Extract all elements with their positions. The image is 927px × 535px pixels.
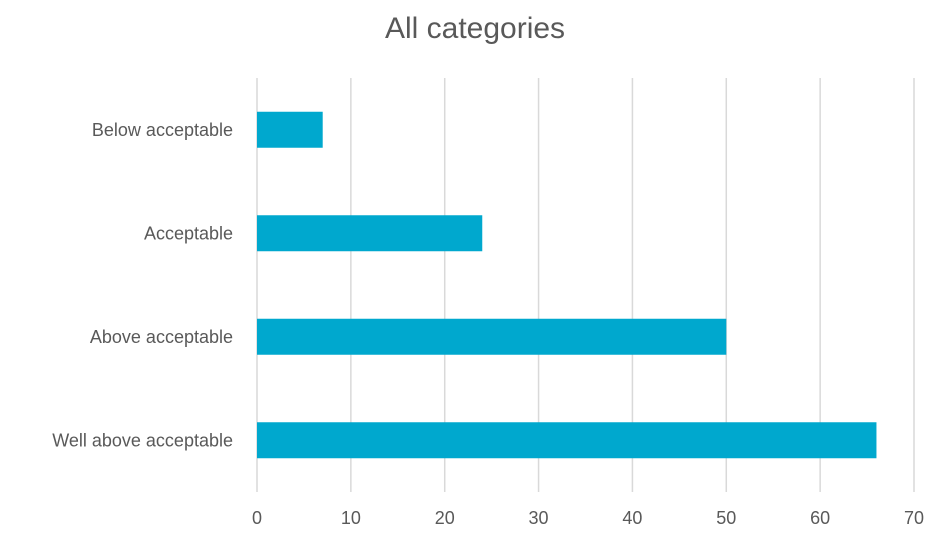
x-tick-labels: 0 10 20 30 40 50 60 70: [252, 508, 924, 528]
x-tick-label: 40: [622, 508, 642, 528]
category-label: Well above acceptable: [52, 430, 233, 450]
bar: [257, 215, 483, 252]
bar: [257, 422, 877, 459]
x-tick-label: 60: [810, 508, 830, 528]
gridlines: [256, 78, 915, 492]
category-label: Above acceptable: [90, 327, 233, 347]
bars: [257, 111, 877, 459]
x-tick-label: 10: [341, 508, 361, 528]
bar: [257, 111, 323, 148]
chart-title: All categories: [385, 12, 565, 45]
x-tick-label: 0: [252, 508, 262, 528]
category-label: Acceptable: [144, 223, 233, 243]
x-tick-label: 50: [716, 508, 736, 528]
bar: [257, 318, 727, 355]
x-tick-label: 20: [435, 508, 455, 528]
x-tick-label: 30: [529, 508, 549, 528]
x-tick-label: 70: [904, 508, 924, 528]
category-label: Below acceptable: [92, 120, 233, 140]
category-labels: Below acceptable Acceptable Above acceptab…: [52, 120, 233, 451]
